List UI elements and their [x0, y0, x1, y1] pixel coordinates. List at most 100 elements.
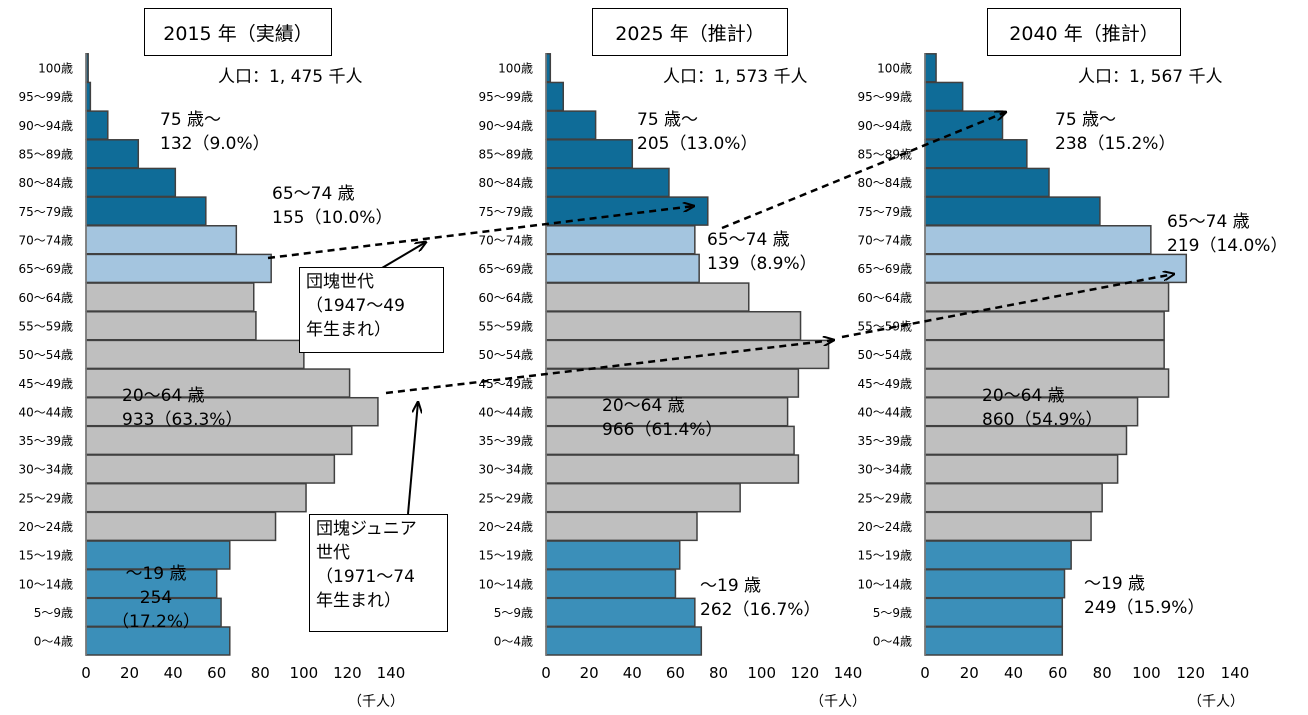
x-tick-label: 80 [709, 664, 728, 682]
age-tick-label: 75～79歳 [857, 205, 912, 219]
bar-0-15 [85, 482, 307, 513]
age-tick-label: 50～54歳 [478, 348, 533, 362]
bar-2-1 [924, 81, 964, 112]
bar-0-16 [85, 511, 277, 542]
bar-2-17 [924, 540, 1072, 570]
bar-1-3 [545, 139, 634, 169]
age-tick-label: 80～84歳 [478, 176, 533, 190]
bar-1-13 [545, 425, 795, 456]
bar-0-5 [85, 196, 207, 226]
bar-1-4 [545, 167, 670, 198]
bar-2-14 [924, 454, 1119, 484]
axis-unit-2040: （千人） [1188, 694, 1244, 710]
bar-1-1 [545, 81, 565, 112]
panel-title-2040: 2040 年（推計） [987, 8, 1181, 56]
pyramid-panel-2015: 100歳 95～99歳 90～94歳 85～89歳 80～84歳 75～79歳 70～74歳… [18, 53, 405, 682]
age-tick-label: 60～64歳 [18, 291, 73, 305]
age-tick-label: 20～24歳 [478, 520, 533, 534]
age-tick-label: 85～89歳 [857, 147, 912, 161]
group-label-2015-75plus: 75 歳～ 132（9.0%） [160, 110, 270, 154]
age-tick-label: 100歳 [38, 62, 73, 76]
bar-2-3 [924, 139, 1028, 169]
bar-0-17 [85, 540, 231, 570]
callout-arrow-dankai [381, 242, 426, 269]
cohort-arrow-3 [841, 274, 1174, 339]
bar-2-18 [924, 568, 1066, 599]
x-tick-label: 140 [1221, 664, 1250, 682]
age-tick-label: 5～9歳 [873, 606, 912, 620]
bar-1-18 [545, 568, 677, 599]
bar-2-0 [924, 53, 937, 83]
group-label-2025-65-74: 65～74 歳 139（8.9%） [707, 230, 817, 274]
pyramid-panel-2040: 100歳 95～99歳 90～94歳 85～89歳 80～84歳 75～79歳 70～74歳… [857, 53, 1250, 682]
x-tick-label: 0 [81, 664, 91, 682]
x-tick-label: 80 [251, 664, 270, 682]
age-tick-label: 45～49歳 [18, 377, 73, 391]
age-tick-label: 15～19歳 [857, 549, 912, 563]
bar-0-19 [85, 597, 222, 628]
x-tick-label: 40 [623, 664, 642, 682]
bar-0-7 [85, 253, 272, 284]
bar-1-19 [545, 597, 696, 628]
age-tick-label: 25～29歳 [18, 491, 73, 505]
age-tick-label: 50～54歳 [18, 348, 73, 362]
age-tick-label: 85～89歳 [478, 147, 533, 161]
x-tick-label: 100 [747, 664, 776, 682]
age-tick-label: 30～34歳 [478, 463, 533, 477]
bar-0-6 [85, 225, 238, 255]
age-tick-label: 60～64歳 [857, 291, 912, 305]
bar-1-10 [545, 339, 830, 370]
x-tick-label: 0 [541, 664, 551, 682]
bar-2-4 [924, 167, 1050, 198]
bar-1-7 [545, 253, 700, 284]
population-total-2015: 人口：1, 475 千人 [218, 67, 363, 87]
x-tick-label: 20 [960, 664, 979, 682]
bar-0-10 [85, 339, 305, 370]
group-label-2040-75plus: 75 歳～ 238（15.2%） [1055, 110, 1176, 154]
age-tick-label: 5～9歳 [494, 606, 533, 620]
callout-dankai-junior-generation: 団塊ジュニア 世代 （1971～74 年生まれ） [309, 514, 448, 632]
x-tick-label: 40 [1004, 664, 1023, 682]
bar-1-15 [545, 482, 741, 513]
panel-title-2025: 2025 年（推計） [592, 8, 788, 56]
x-tick-label: 80 [1093, 664, 1112, 682]
bar-0-2 [85, 110, 109, 140]
group-label-2015-20-64: 20～64 歳 933（63.3%） [122, 386, 243, 430]
bar-2-10 [924, 339, 1165, 370]
age-tick-label: 5～9歳 [34, 606, 73, 620]
age-tick-label: 60～64歳 [478, 291, 533, 305]
age-tick-label: 75～79歳 [18, 205, 73, 219]
bar-2-5 [924, 196, 1101, 226]
bar-2-7 [924, 253, 1188, 284]
age-tick-label: 50～54歳 [857, 348, 912, 362]
age-tick-label: 55～59歳 [478, 319, 533, 333]
bar-1-9 [545, 310, 802, 341]
bar-1-14 [545, 454, 800, 484]
age-tick-label: 70～74歳 [478, 233, 533, 247]
age-tick-label: 35～39歳 [18, 434, 73, 448]
age-tick-label: 35～39歳 [478, 434, 533, 448]
x-tick-label: 60 [666, 664, 685, 682]
age-tick-label: 25～29歳 [478, 491, 533, 505]
bar-2-19 [924, 597, 1064, 628]
age-tick-label: 20～24歳 [857, 520, 912, 534]
age-tick-label: 90～94歳 [857, 119, 912, 133]
x-tick-label: 100 [1132, 664, 1161, 682]
age-tick-label: 80～84歳 [18, 176, 73, 190]
age-tick-label: 0～4歳 [34, 635, 73, 649]
group-label-2015-0-19: ～19 歳 254 （17.2%） [112, 564, 201, 632]
group-label-2040-0-19: ～19 歳 249（15.9%） [1084, 574, 1205, 618]
age-tick-label: 40～44歳 [857, 405, 912, 419]
bar-0-3 [85, 139, 140, 169]
bar-2-2 [924, 110, 1004, 140]
group-label-2040-65-74: 65～74 歳 219（14.0%） [1167, 212, 1288, 256]
x-tick-label: 60 [207, 664, 226, 682]
bar-2-6 [924, 225, 1152, 255]
x-tick-label: 20 [120, 664, 139, 682]
bar-0-20 [85, 626, 231, 656]
age-tick-label: 35～39歳 [857, 434, 912, 448]
age-tick-label: 0～4歳 [873, 635, 912, 649]
age-tick-label: 80～84歳 [857, 176, 912, 190]
